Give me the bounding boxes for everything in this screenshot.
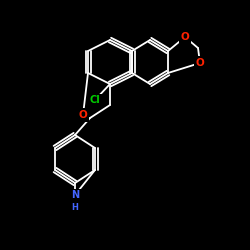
Text: O: O (196, 58, 204, 68)
Text: N: N (71, 190, 79, 200)
Text: Cl: Cl (90, 95, 101, 105)
Text: H: H (72, 202, 78, 211)
Text: O: O (78, 110, 88, 120)
Text: O: O (180, 32, 190, 42)
